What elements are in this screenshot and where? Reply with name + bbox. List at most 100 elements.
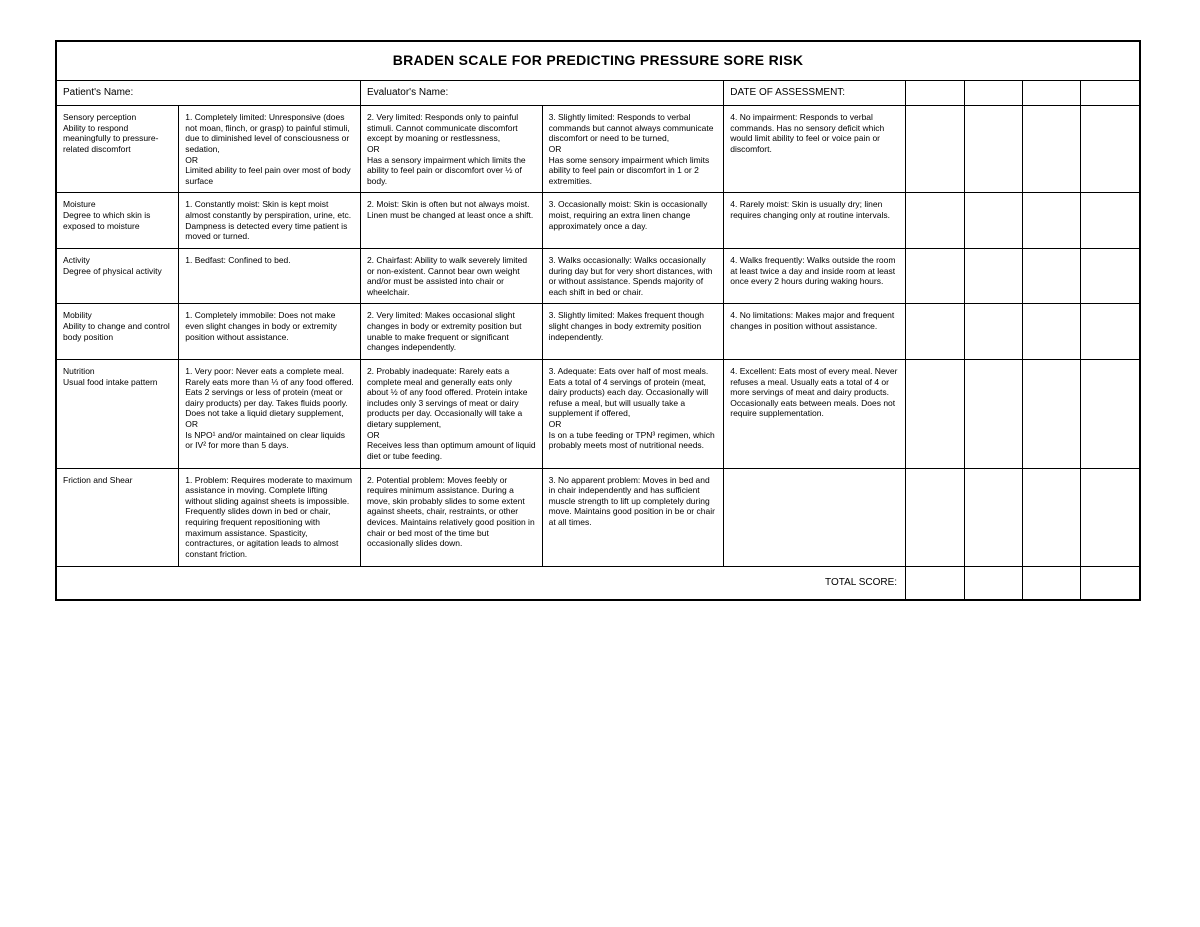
date-col-4[interactable] — [1081, 80, 1140, 106]
category-subtitle: Ability to change and control body posit… — [63, 321, 172, 342]
level-1-cell: 1. Constantly moist: Skin is kept moist … — [179, 193, 361, 249]
date-col-3[interactable] — [1022, 80, 1080, 106]
evaluator-name-label: Evaluator's Name: — [367, 87, 448, 98]
category-cell: Sensory perceptionAbility to respond mea… — [56, 106, 179, 193]
level-3-text: 3. Adequate: Eats over half of most meal… — [549, 366, 715, 450]
score-col-2[interactable] — [964, 359, 1022, 468]
score-col-3[interactable] — [1022, 106, 1080, 193]
date-col-1[interactable] — [906, 80, 964, 106]
score-col-1[interactable] — [906, 468, 964, 566]
category-title: Sensory perception — [63, 112, 172, 123]
level-4-text: 4. No impairment: Responds to verbal com… — [730, 112, 884, 154]
category-cell: Friction and Shear — [56, 468, 179, 566]
table-title: BRADEN SCALE FOR PREDICTING PRESSURE SOR… — [393, 52, 804, 68]
level-1-text: 1. Problem: Requires moderate to maximum… — [185, 475, 352, 559]
date-col-2[interactable] — [964, 80, 1022, 106]
level-1-cell: 1. Completely immobile: Does not make ev… — [179, 304, 361, 360]
table-row: MoistureDegree to which skin is exposed … — [56, 193, 1140, 249]
level-4-cell — [724, 468, 906, 566]
score-col-3[interactable] — [1022, 248, 1080, 304]
level-3-cell: 3. Slightly limited: Responds to verbal … — [542, 106, 724, 193]
level-4-cell: 4. Walks frequently: Walks outside the r… — [724, 248, 906, 304]
total-col-3[interactable] — [1022, 566, 1080, 600]
patient-name-cell[interactable]: Patient's Name: — [56, 80, 360, 106]
level-1-text: 1. Bedfast: Confined to bed. — [185, 255, 290, 265]
score-col-4[interactable] — [1081, 193, 1140, 249]
score-col-2[interactable] — [964, 106, 1022, 193]
level-3-text: 3. Occasionally moist: Skin is occasiona… — [549, 199, 708, 230]
score-col-4[interactable] — [1081, 248, 1140, 304]
level-1-cell: 1. Completely limited: Unresponsive (doe… — [179, 106, 361, 193]
total-col-4[interactable] — [1081, 566, 1140, 600]
level-2-text: 2. Potential problem: Moves feebly or re… — [367, 475, 535, 549]
table-row: MobilityAbility to change and control bo… — [56, 304, 1140, 360]
category-subtitle: Degree of physical activity — [63, 266, 172, 277]
evaluator-name-cell[interactable]: Evaluator's Name: — [360, 80, 723, 106]
score-col-3[interactable] — [1022, 468, 1080, 566]
level-1-cell: 1. Very poor: Never eats a complete meal… — [179, 359, 361, 468]
total-score-label-cell: TOTAL SCORE: — [56, 566, 906, 600]
score-col-2[interactable] — [964, 468, 1022, 566]
score-col-2[interactable] — [964, 248, 1022, 304]
patient-name-label: Patient's Name: — [63, 87, 133, 98]
level-2-text: 2. Moist: Skin is often but not always m… — [367, 199, 533, 220]
level-1-cell: 1. Problem: Requires moderate to maximum… — [179, 468, 361, 566]
level-3-cell: 3. No apparent problem: Moves in bed and… — [542, 468, 724, 566]
score-col-3[interactable] — [1022, 359, 1080, 468]
category-title: Nutrition — [63, 366, 172, 377]
score-col-1[interactable] — [906, 248, 964, 304]
table-row: Sensory perceptionAbility to respond mea… — [56, 106, 1140, 193]
level-2-cell: 2. Moist: Skin is often but not always m… — [360, 193, 542, 249]
score-col-1[interactable] — [906, 359, 964, 468]
table-row: NutritionUsual food intake pattern 1. Ver… — [56, 359, 1140, 468]
score-col-2[interactable] — [964, 304, 1022, 360]
score-col-1[interactable] — [906, 304, 964, 360]
level-4-text: 4. No limitations: Makes major and frequ… — [730, 310, 894, 331]
total-col-1[interactable] — [906, 566, 964, 600]
level-1-text: 1. Constantly moist: Skin is kept moist … — [185, 199, 351, 241]
level-3-text: 3. Walks occasionally: Walks occasionall… — [549, 255, 713, 297]
level-2-text: 2. Very limited: Responds only to painfu… — [367, 112, 526, 186]
table-row: Friction and Shear 1. Problem: Requires m… — [56, 468, 1140, 566]
score-col-3[interactable] — [1022, 193, 1080, 249]
score-col-4[interactable] — [1081, 304, 1140, 360]
total-score-label: TOTAL SCORE: — [825, 577, 897, 588]
category-subtitle: Usual food intake pattern — [63, 377, 172, 388]
braden-scale-table: BRADEN SCALE FOR PREDICTING PRESSURE SOR… — [55, 40, 1141, 601]
level-3-cell: 3. Occasionally moist: Skin is occasiona… — [542, 193, 724, 249]
level-3-cell: 3. Adequate: Eats over half of most meal… — [542, 359, 724, 468]
category-subtitle: Degree to which skin is exposed to moist… — [63, 210, 172, 231]
score-col-2[interactable] — [964, 193, 1022, 249]
table-row: ActivityDegree of physical activity 1. Be… — [56, 248, 1140, 304]
level-3-text: 3. Slightly limited: Makes frequent thou… — [549, 310, 704, 341]
score-col-4[interactable] — [1081, 468, 1140, 566]
level-4-cell: 4. No limitations: Makes major and frequ… — [724, 304, 906, 360]
level-1-text: 1. Completely limited: Unresponsive (doe… — [185, 112, 350, 186]
category-cell: MoistureDegree to which skin is exposed … — [56, 193, 179, 249]
level-1-text: 1. Completely immobile: Does not make ev… — [185, 310, 337, 341]
category-cell: ActivityDegree of physical activity — [56, 248, 179, 304]
level-4-cell: 4. Rarely moist: Skin is usually dry; li… — [724, 193, 906, 249]
score-col-4[interactable] — [1081, 106, 1140, 193]
score-col-1[interactable] — [906, 106, 964, 193]
level-3-text: 3. Slightly limited: Responds to verbal … — [549, 112, 714, 186]
score-col-4[interactable] — [1081, 359, 1140, 468]
category-title: Friction and Shear — [63, 475, 172, 486]
category-title: Moisture — [63, 199, 172, 210]
date-label-cell: DATE OF ASSESSMENT: — [724, 80, 906, 106]
level-2-cell: 2. Very limited: Responds only to painfu… — [360, 106, 542, 193]
level-4-text: 4. Walks frequently: Walks outside the r… — [730, 255, 895, 286]
score-col-1[interactable] — [906, 193, 964, 249]
level-4-text: 4. Excellent: Eats most of every meal. N… — [730, 366, 897, 419]
level-1-text: 1. Very poor: Never eats a complete meal… — [185, 366, 354, 450]
level-1-cell: 1. Bedfast: Confined to bed. — [179, 248, 361, 304]
level-4-cell: 4. Excellent: Eats most of every meal. N… — [724, 359, 906, 468]
level-3-text: 3. No apparent problem: Moves in bed and… — [549, 475, 715, 528]
level-2-cell: 2. Probably inadequate: Rarely eats a co… — [360, 359, 542, 468]
date-of-assessment-label: DATE OF ASSESSMENT: — [730, 87, 845, 98]
level-2-cell: 2. Potential problem: Moves feebly or re… — [360, 468, 542, 566]
score-col-3[interactable] — [1022, 304, 1080, 360]
category-cell: MobilityAbility to change and control bo… — [56, 304, 179, 360]
category-title: Mobility — [63, 310, 172, 321]
total-col-2[interactable] — [964, 566, 1022, 600]
